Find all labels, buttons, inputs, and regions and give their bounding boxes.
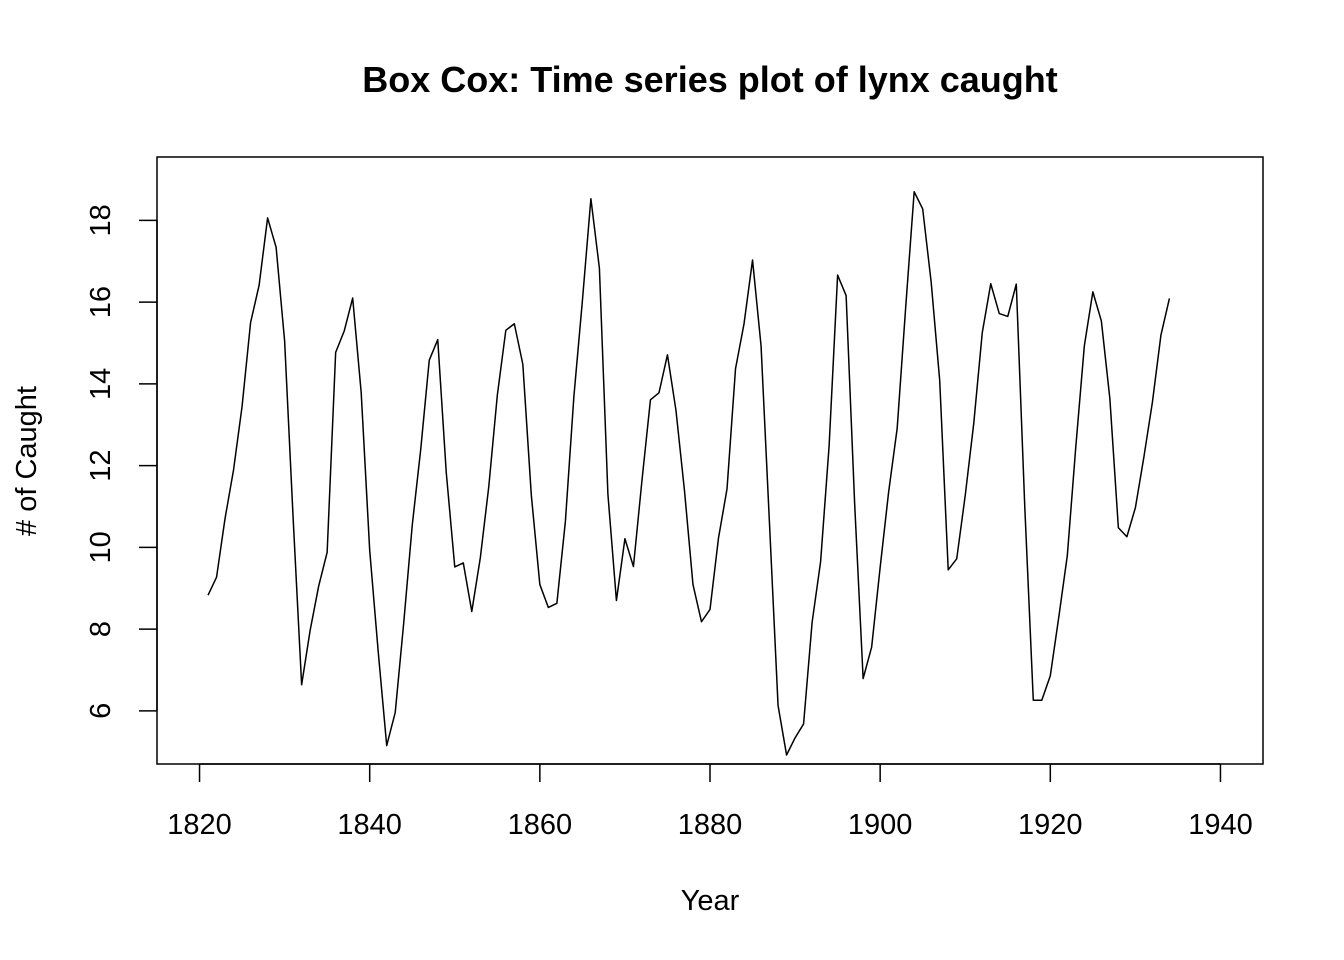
y-tick-label: 16 bbox=[85, 286, 117, 318]
x-tick-label: 1940 bbox=[1188, 809, 1253, 841]
y-tick-label: 10 bbox=[85, 531, 117, 563]
x-axis-label: Year bbox=[681, 885, 740, 917]
series-line bbox=[207, 190, 1171, 756]
x-tick-label: 1920 bbox=[1018, 809, 1083, 841]
y-axis-label: # of Caught bbox=[11, 386, 43, 536]
y-tick-label: 6 bbox=[85, 703, 117, 719]
x-tick-label: 1880 bbox=[678, 809, 743, 841]
y-tick-label: 12 bbox=[85, 449, 117, 481]
x-tick-label: 1860 bbox=[508, 809, 573, 841]
y-axis: 6 8 10 12 14 16 18 bbox=[85, 204, 158, 719]
x-tick-label: 1900 bbox=[848, 809, 913, 841]
x-tick-label: 1840 bbox=[337, 809, 402, 841]
y-tick-label: 14 bbox=[85, 368, 117, 400]
y-tick-label: 18 bbox=[85, 204, 117, 236]
x-tick-label: 1820 bbox=[167, 809, 232, 841]
x-axis: 1820 1840 1860 1880 1900 1920 1940 bbox=[167, 763, 1253, 841]
plot-frame bbox=[156, 156, 1264, 765]
y-tick-label: 8 bbox=[85, 621, 117, 637]
chart-title: Box Cox: Time series plot of lynx caught bbox=[362, 59, 1057, 100]
